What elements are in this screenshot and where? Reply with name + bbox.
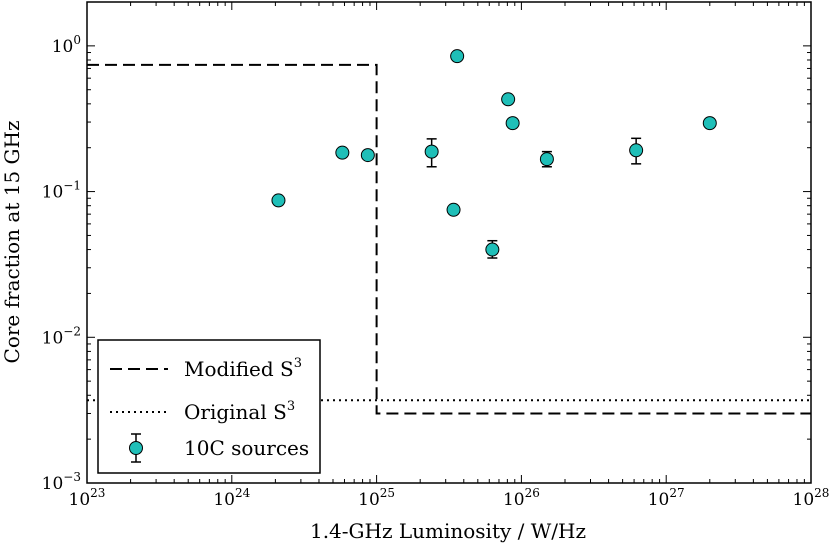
legend-label-text: Original S bbox=[184, 400, 287, 424]
legend-label: Original S3 bbox=[184, 399, 295, 424]
x-tick-exp: 27 bbox=[669, 486, 684, 500]
legend-label-text: Modified S bbox=[184, 357, 294, 381]
y-tick-base: 10 bbox=[52, 37, 74, 57]
x-tick-base: 10 bbox=[69, 490, 91, 510]
plot-frame bbox=[86, 1, 812, 484]
legend-label-text: 10C sources bbox=[184, 436, 309, 460]
data-point bbox=[539, 152, 554, 167]
y-tick-exp: −1 bbox=[63, 179, 81, 193]
x-tick-exp: 24 bbox=[235, 486, 251, 500]
data-point bbox=[446, 202, 461, 217]
modified-s3-line bbox=[87, 63, 811, 415]
y-tick-exp: 0 bbox=[73, 33, 81, 47]
x-tick-label: 1025 bbox=[358, 486, 395, 510]
y-tick-label: 10−1 bbox=[42, 179, 81, 203]
x-tick-label: 1023 bbox=[69, 486, 106, 510]
legend-marker bbox=[129, 441, 143, 455]
x-axis-ticks: 1023 1024 1025 1026 1027 1028 bbox=[69, 2, 830, 510]
x-tick-exp: 28 bbox=[814, 486, 829, 500]
x-tick-label: 1028 bbox=[793, 486, 830, 510]
data-point bbox=[424, 144, 439, 159]
data-point bbox=[505, 116, 520, 131]
data-point bbox=[271, 193, 286, 208]
data-point bbox=[485, 242, 500, 257]
x-tick-label: 1027 bbox=[648, 486, 685, 510]
x-tick-base: 10 bbox=[358, 490, 380, 510]
data-point bbox=[450, 49, 465, 64]
legend-label-sup: 3 bbox=[294, 356, 302, 371]
x-tick-exp: 23 bbox=[90, 486, 105, 500]
x-tick-exp: 26 bbox=[525, 486, 540, 500]
y-tick-label: 10−2 bbox=[42, 324, 81, 348]
y-tick-exp: −3 bbox=[63, 470, 81, 484]
legend-label-sup: 3 bbox=[287, 399, 295, 414]
data-point bbox=[702, 116, 717, 131]
y-tick-base: 10 bbox=[42, 183, 64, 203]
legend-label: 10C sources bbox=[184, 436, 309, 460]
y-tick-base: 10 bbox=[42, 474, 64, 494]
x-tick-base: 10 bbox=[213, 490, 235, 510]
x-tick-base: 10 bbox=[648, 490, 670, 510]
data-point bbox=[629, 143, 644, 158]
y-tick-label: 100 bbox=[52, 33, 81, 57]
x-tick-base: 10 bbox=[503, 490, 525, 510]
legend-label: Modified S3 bbox=[184, 356, 302, 381]
x-tick-base: 10 bbox=[793, 490, 815, 510]
y-tick-exp: −2 bbox=[63, 324, 81, 338]
y-axis-label: Core fraction at 15 GHz bbox=[0, 121, 24, 364]
y-tick-base: 10 bbox=[42, 328, 64, 348]
x-axis-label: 1.4-GHz Luminosity / W/Hz bbox=[310, 519, 586, 543]
y-tick-label: 10−3 bbox=[42, 470, 81, 494]
x-tick-label: 1026 bbox=[503, 486, 540, 510]
x-tick-label: 1024 bbox=[213, 486, 250, 510]
data-point bbox=[335, 145, 350, 160]
plot-area bbox=[86, 1, 812, 484]
data-point bbox=[360, 148, 375, 163]
x-tick-exp: 25 bbox=[380, 486, 395, 500]
data-point bbox=[501, 92, 516, 107]
